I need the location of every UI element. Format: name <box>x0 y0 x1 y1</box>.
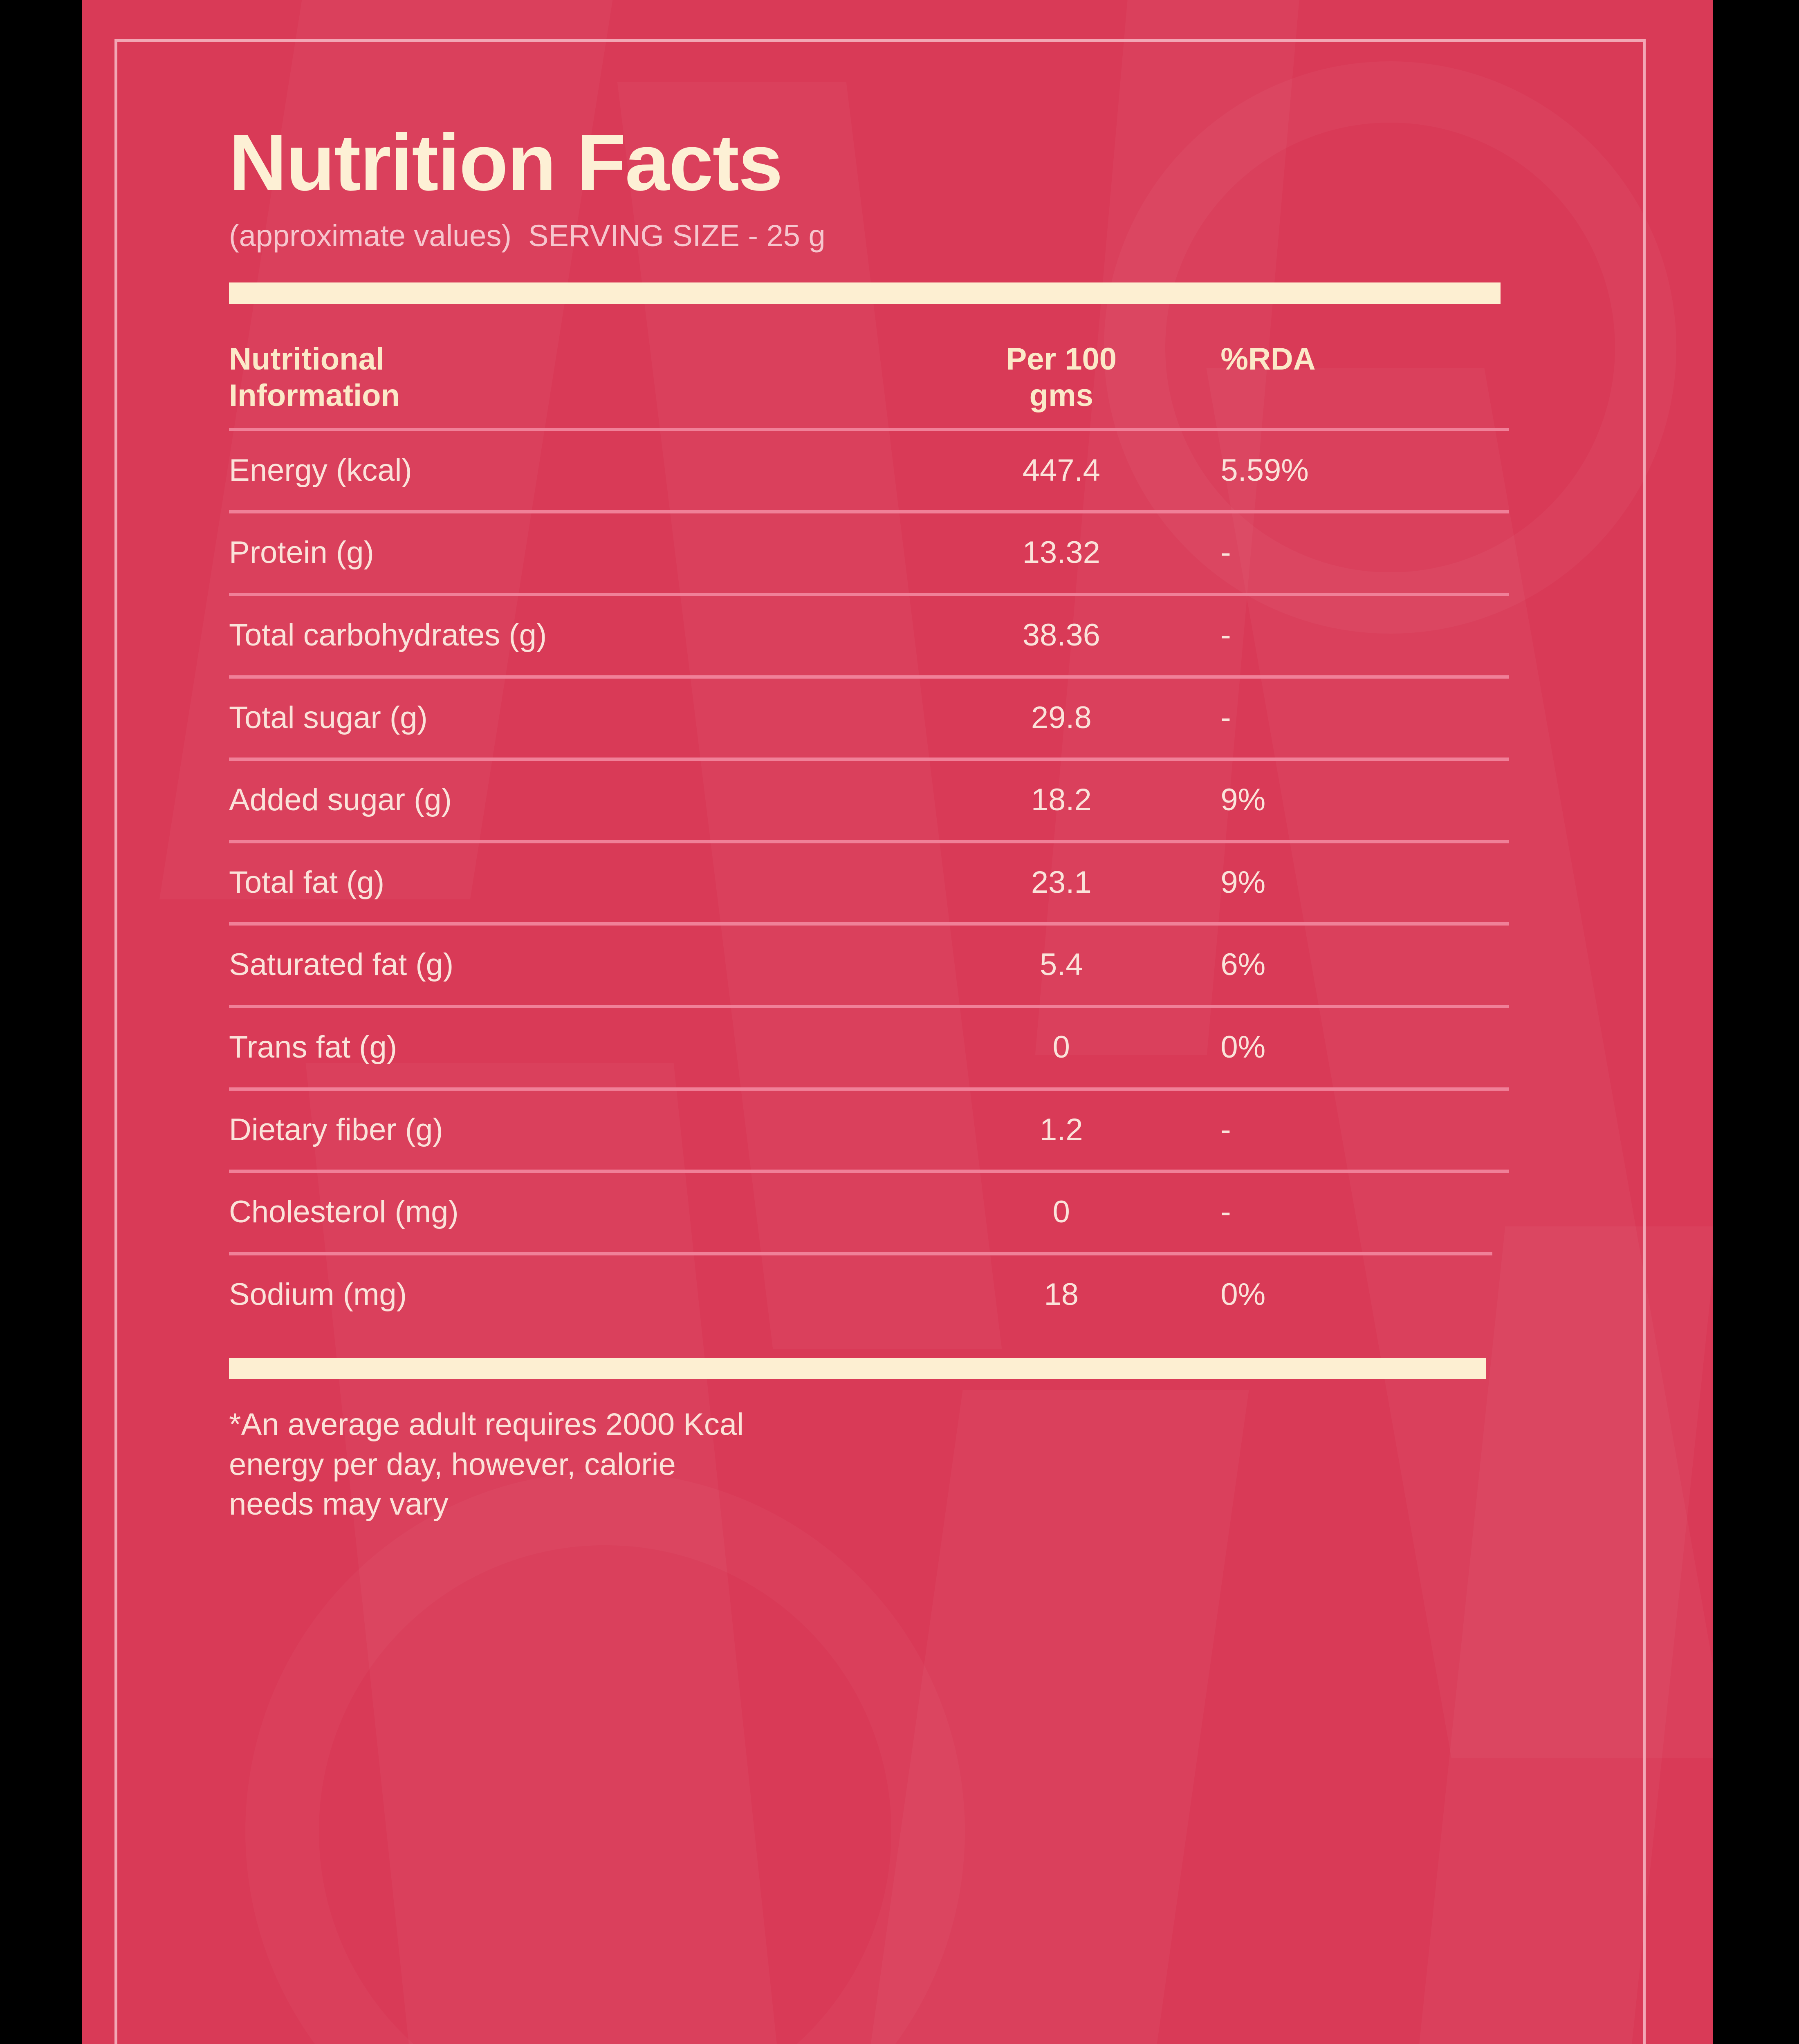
nutrient-rda: - <box>1220 535 1231 570</box>
nutrient-name: Cholesterol (mg) <box>229 1195 459 1230</box>
row-separator <box>229 510 1509 514</box>
page-title: Nutrition Facts <box>229 118 783 207</box>
serving-size-subtitle: (approximate values) SERVING SIZE - 25 g <box>229 219 825 253</box>
row-separator <box>229 1252 1492 1255</box>
table-row: Dietary fiber (g) 1.2 - <box>229 1091 1537 1170</box>
table-row: Saturated fat (g) 5.4 6% <box>229 926 1537 1005</box>
nutrient-rda: 9% <box>1220 782 1266 818</box>
table-row: Total carbohydrates (g) 38.36 - <box>229 596 1537 675</box>
nutrient-value: 18.2 <box>1031 782 1092 818</box>
nutrient-name: Added sugar (g) <box>229 782 452 818</box>
table-row: Energy (kcal) 447.4 5.59% <box>229 431 1537 511</box>
nutrient-value: 23.1 <box>1031 865 1092 900</box>
table-row: Total fat (g) 23.1 9% <box>229 843 1537 923</box>
column-header-rda: %RDA <box>1220 342 1316 377</box>
column-header-nutrient-line1: Nutritional <box>229 342 384 377</box>
nutrient-rda: - <box>1220 618 1231 652</box>
nutrient-name: Sodium (mg) <box>229 1277 407 1312</box>
nutrient-value: 18 <box>1044 1277 1079 1312</box>
column-header-per100-line2: gms <box>1029 378 1093 413</box>
table-header-row: Nutritional Information Per 100 gms %RDA <box>229 331 1537 428</box>
nutrient-name: Dietary fiber (g) <box>229 1112 443 1147</box>
footnote-text: *An average adult requires 2000 Kcal ene… <box>229 1407 744 1522</box>
nutrient-rda: - <box>1220 700 1231 735</box>
nutrient-value: 29.8 <box>1031 700 1092 735</box>
top-divider-bar <box>229 282 1501 304</box>
nutrition-table: Nutritional Information Per 100 gms %RDA… <box>229 331 1537 1334</box>
table-row: Added sugar (g) 18.2 9% <box>229 761 1537 840</box>
watermark-ring <box>245 1472 965 2044</box>
bottom-divider-bar <box>229 1358 1486 1380</box>
row-separator <box>229 758 1509 761</box>
nutrient-value: 13.32 <box>1022 535 1100 570</box>
nutrient-name: Energy (kcal) <box>229 453 412 488</box>
nutrient-rda: - <box>1220 1112 1231 1147</box>
table-row: Cholesterol (mg) 0 - <box>229 1173 1537 1252</box>
nutrient-name: Total carbohydrates (g) <box>229 618 547 652</box>
nutrient-value: 0 <box>1052 1195 1070 1230</box>
nutrient-value: 5.4 <box>1039 947 1083 982</box>
nutrient-name: Total fat (g) <box>229 865 385 900</box>
nutrient-rda: - <box>1220 1195 1231 1230</box>
nutrient-value: 447.4 <box>1022 453 1100 488</box>
table-row: Total sugar (g) 29.8 - <box>229 679 1537 758</box>
table-row: Protein (g) 13.32 - <box>229 513 1537 593</box>
nutrient-rda: 5.59% <box>1220 453 1309 488</box>
column-header-per100: Per 100 gms <box>919 341 1203 414</box>
nutrient-rda: 9% <box>1220 865 1266 900</box>
row-separator <box>229 1087 1509 1091</box>
column-header-nutrient-line2: Information <box>229 378 400 413</box>
nutrient-value: 1.2 <box>1039 1112 1083 1147</box>
nutrient-value: 0 <box>1052 1029 1070 1065</box>
nutrient-rda: 0% <box>1220 1029 1266 1065</box>
nutrient-rda: 6% <box>1220 947 1266 982</box>
nutrient-name: Total sugar (g) <box>229 700 428 735</box>
row-separator <box>229 593 1509 596</box>
nutrient-name: Saturated fat (g) <box>229 947 454 982</box>
row-separator <box>229 922 1509 926</box>
nutrition-label-card: Nutrition Facts (approximate values) SER… <box>82 0 1713 2044</box>
nutrient-rda: 0% <box>1220 1277 1266 1312</box>
nutrient-value: 38.36 <box>1022 618 1100 652</box>
column-header-per100-line1: Per 100 <box>1006 342 1117 377</box>
table-row: Sodium (mg) 18 0% <box>229 1255 1537 1335</box>
row-separator <box>229 840 1509 843</box>
row-separator <box>229 1170 1509 1173</box>
nutrient-name: Trans fat (g) <box>229 1029 397 1065</box>
row-separator <box>229 675 1509 679</box>
column-header-nutrient: Nutritional Information <box>229 341 919 414</box>
row-separator <box>229 428 1509 431</box>
nutrient-name: Protein (g) <box>229 535 374 570</box>
label-content: Nutrition Facts (approximate values) SER… <box>229 123 1537 1524</box>
table-row: Trans fat (g) 0 0% <box>229 1008 1537 1087</box>
row-separator <box>229 1004 1509 1008</box>
